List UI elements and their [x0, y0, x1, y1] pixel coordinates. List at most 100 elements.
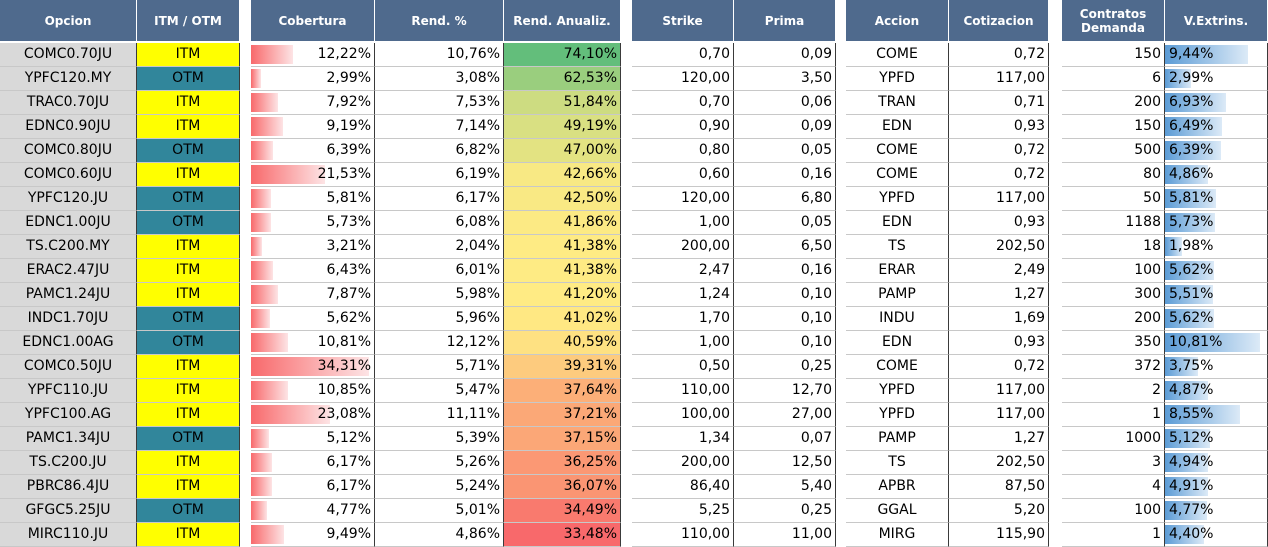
cell-accion[interactable]: YPFD: [846, 67, 949, 91]
cell-cotizacion[interactable]: 0,72: [949, 163, 1049, 187]
header-itm-otm[interactable]: ITM / OTM: [137, 0, 240, 41]
cell-status[interactable]: ITM: [137, 163, 240, 187]
cell-contratos[interactable]: 6: [1062, 67, 1165, 91]
cell-accion[interactable]: ERAR: [846, 259, 949, 283]
cell-vextrins[interactable]: 6,39%: [1165, 139, 1268, 163]
header-prima[interactable]: Prima: [734, 0, 836, 41]
cell-contratos[interactable]: 100: [1062, 259, 1165, 283]
cell-accion[interactable]: GGAL: [846, 499, 949, 523]
cell-prima[interactable]: 0,10: [734, 283, 836, 307]
cell-rend[interactable]: 5,71%: [375, 355, 504, 379]
cell-cobertura[interactable]: 10,81%: [251, 331, 375, 355]
cell-rend-anualiz[interactable]: 47,00%: [504, 139, 621, 163]
cell-cotizacion[interactable]: 0,72: [949, 139, 1049, 163]
cell-rend-anualiz[interactable]: 41,20%: [504, 283, 621, 307]
header-vextrins[interactable]: V.Extrins.: [1165, 0, 1268, 41]
cell-rend[interactable]: 6,17%: [375, 187, 504, 211]
cell-cobertura[interactable]: 23,08%: [251, 403, 375, 427]
cell-cobertura[interactable]: 7,87%: [251, 283, 375, 307]
cell-cobertura[interactable]: 9,49%: [251, 523, 375, 547]
cell-prima[interactable]: 0,09: [734, 43, 836, 67]
cell-opcion[interactable]: COMC0.80JU: [0, 139, 137, 163]
cell-strike[interactable]: 120,00: [632, 187, 734, 211]
cell-status[interactable]: OTM: [137, 307, 240, 331]
cell-status[interactable]: OTM: [137, 427, 240, 451]
cell-strike[interactable]: 200,00: [632, 235, 734, 259]
cell-rend[interactable]: 6,82%: [375, 139, 504, 163]
header-strike[interactable]: Strike: [632, 0, 734, 41]
cell-rend-anualiz[interactable]: 39,31%: [504, 355, 621, 379]
cell-prima[interactable]: 12,70: [734, 379, 836, 403]
cell-cotizacion[interactable]: 2,49: [949, 259, 1049, 283]
cell-rend-anualiz[interactable]: 36,07%: [504, 475, 621, 499]
cell-rend-anualiz[interactable]: 37,15%: [504, 427, 621, 451]
cell-cotizacion[interactable]: 117,00: [949, 67, 1049, 91]
cell-rend-anualiz[interactable]: 42,66%: [504, 163, 621, 187]
cell-vextrins[interactable]: 1,98%: [1165, 235, 1268, 259]
cell-accion[interactable]: COME: [846, 43, 949, 67]
cell-status[interactable]: ITM: [137, 451, 240, 475]
cell-prima[interactable]: 6,80: [734, 187, 836, 211]
cell-prima[interactable]: 0,25: [734, 499, 836, 523]
cell-prima[interactable]: 0,25: [734, 355, 836, 379]
cell-strike[interactable]: 1,00: [632, 331, 734, 355]
cell-opcion[interactable]: EDNC1.00AG: [0, 331, 137, 355]
cell-opcion[interactable]: EDNC1.00JU: [0, 211, 137, 235]
cell-contratos[interactable]: 80: [1062, 163, 1165, 187]
cell-status[interactable]: OTM: [137, 211, 240, 235]
cell-strike[interactable]: 110,00: [632, 379, 734, 403]
cell-cotizacion[interactable]: 117,00: [949, 403, 1049, 427]
cell-accion[interactable]: EDN: [846, 115, 949, 139]
cell-opcion[interactable]: YPFC120.MY: [0, 67, 137, 91]
cell-rend[interactable]: 5,47%: [375, 379, 504, 403]
cell-vextrins[interactable]: 5,73%: [1165, 211, 1268, 235]
cell-rend-anualiz[interactable]: 51,84%: [504, 91, 621, 115]
cell-contratos[interactable]: 50: [1062, 187, 1165, 211]
cell-contratos[interactable]: 4: [1062, 475, 1165, 499]
cell-accion[interactable]: MIRG: [846, 523, 949, 547]
cell-strike[interactable]: 0,60: [632, 163, 734, 187]
cell-opcion[interactable]: TS.C200.JU: [0, 451, 137, 475]
cell-accion[interactable]: PAMP: [846, 427, 949, 451]
cell-strike[interactable]: 1,24: [632, 283, 734, 307]
cell-vextrins[interactable]: 9,44%: [1165, 43, 1268, 67]
cell-status[interactable]: ITM: [137, 355, 240, 379]
cell-rend[interactable]: 5,39%: [375, 427, 504, 451]
cell-rend-anualiz[interactable]: 62,53%: [504, 67, 621, 91]
cell-opcion[interactable]: TRAC0.70JU: [0, 91, 137, 115]
cell-rend[interactable]: 5,24%: [375, 475, 504, 499]
cell-status[interactable]: OTM: [137, 499, 240, 523]
cell-cotizacion[interactable]: 202,50: [949, 235, 1049, 259]
cell-cobertura[interactable]: 5,62%: [251, 307, 375, 331]
cell-contratos[interactable]: 2: [1062, 379, 1165, 403]
cell-prima[interactable]: 0,16: [734, 259, 836, 283]
cell-status[interactable]: OTM: [137, 331, 240, 355]
cell-opcion[interactable]: TS.C200.MY: [0, 235, 137, 259]
cell-rend-anualiz[interactable]: 41,38%: [504, 259, 621, 283]
cell-opcion[interactable]: YPFC110.JU: [0, 379, 137, 403]
cell-cobertura[interactable]: 5,81%: [251, 187, 375, 211]
cell-vextrins[interactable]: 5,51%: [1165, 283, 1268, 307]
cell-cobertura[interactable]: 9,19%: [251, 115, 375, 139]
cell-contratos[interactable]: 100: [1062, 499, 1165, 523]
cell-rend[interactable]: 6,08%: [375, 211, 504, 235]
cell-opcion[interactable]: PBRC86.4JU: [0, 475, 137, 499]
cell-prima[interactable]: 0,06: [734, 91, 836, 115]
cell-accion[interactable]: EDN: [846, 331, 949, 355]
cell-strike[interactable]: 0,90: [632, 115, 734, 139]
cell-vextrins[interactable]: 4,87%: [1165, 379, 1268, 403]
cell-rend[interactable]: 5,98%: [375, 283, 504, 307]
cell-prima[interactable]: 0,05: [734, 211, 836, 235]
cell-cotizacion[interactable]: 0,72: [949, 43, 1049, 67]
cell-vextrins[interactable]: 4,77%: [1165, 499, 1268, 523]
cell-cotizacion[interactable]: 115,90: [949, 523, 1049, 547]
cell-opcion[interactable]: PAMC1.34JU: [0, 427, 137, 451]
cell-status[interactable]: ITM: [137, 235, 240, 259]
cell-vextrins[interactable]: 5,62%: [1165, 259, 1268, 283]
cell-rend-anualiz[interactable]: 37,21%: [504, 403, 621, 427]
cell-cotizacion[interactable]: 1,69: [949, 307, 1049, 331]
cell-cobertura[interactable]: 12,22%: [251, 43, 375, 67]
cell-rend[interactable]: 12,12%: [375, 331, 504, 355]
cell-rend-anualiz[interactable]: 74,10%: [504, 43, 621, 67]
cell-vextrins[interactable]: 2,99%: [1165, 67, 1268, 91]
